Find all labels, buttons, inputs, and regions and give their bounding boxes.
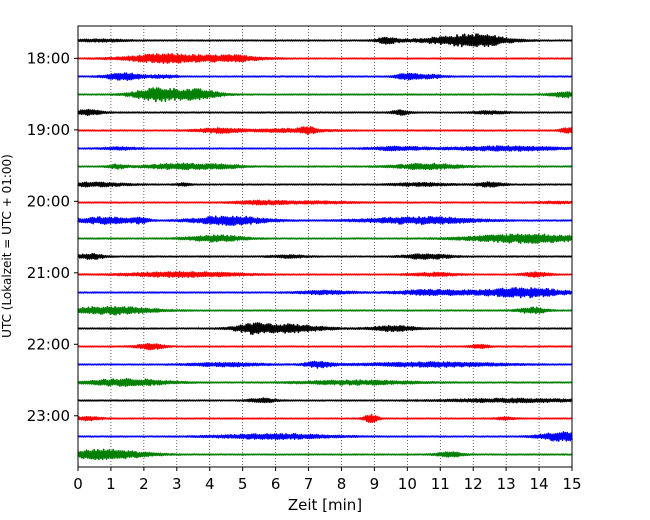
trace-1830 (77, 87, 573, 103)
trace-2245 (77, 397, 573, 404)
trace-2230 (77, 377, 573, 387)
trace-2200 (77, 343, 573, 351)
x-tick-label: 8 (337, 475, 347, 493)
x-ticks: 0 1 2 3 4 5 6 7 8 9 10 11 12 13 14 15 (73, 467, 582, 493)
y-tick-label: 18:00 (27, 49, 70, 67)
trace-1930 (77, 162, 573, 171)
y-axis-label: UTC (Lokalzeit = UTC + 01:00) (0, 154, 14, 338)
trace-2215 (77, 360, 573, 369)
x-tick-label: 4 (205, 475, 215, 493)
y-tick-label: 21:00 (27, 264, 70, 282)
trace-2045 (77, 253, 573, 260)
trace-1845 (77, 108, 573, 117)
trace-2000 (77, 199, 573, 206)
x-tick-label: 11 (431, 475, 450, 493)
x-tick-label: 10 (398, 475, 417, 493)
trace-1800 (77, 52, 573, 64)
trace-1915 (77, 145, 573, 152)
x-tick-label: 15 (562, 475, 581, 493)
trace-1945 (77, 181, 573, 188)
trace-1900 (77, 125, 573, 136)
x-tick-label: 1 (106, 475, 116, 493)
x-tick-label: 9 (370, 475, 380, 493)
trace-2300 (77, 413, 573, 424)
x-tick-label: 14 (530, 475, 549, 493)
trace-2115 (77, 286, 573, 299)
y-tick-label: 23:00 (27, 407, 70, 425)
trace-layer (77, 33, 573, 461)
x-tick-label: 13 (497, 475, 516, 493)
x-axis-label: Zeit [min] (288, 496, 362, 514)
trace-2130 (77, 305, 573, 316)
y-tick-label: 20:00 (27, 192, 70, 210)
x-tick-label: 2 (139, 475, 149, 493)
x-tick-label: 5 (238, 475, 248, 493)
trace-2030 (77, 233, 573, 245)
trace-2315 (77, 431, 573, 442)
y-ticks: 18:00 19:00 20:00 21:00 22:00 23:00 (27, 49, 78, 425)
y-tick-label: 22:00 (27, 335, 70, 353)
plot-frame (77, 25, 573, 468)
trace-2100 (77, 270, 573, 279)
y-tick-label: 19:00 (27, 121, 70, 139)
x-tick-label: 7 (304, 475, 314, 493)
x-tick-label: 6 (271, 475, 281, 493)
x-tick-label: 3 (172, 475, 182, 493)
trace-2330 (77, 448, 573, 461)
trace-1815 (77, 72, 573, 81)
trace-2015 (77, 215, 573, 227)
trace-2145 (77, 322, 573, 336)
trace-1745 (77, 33, 573, 48)
x-tick-label: 12 (464, 475, 483, 493)
x-tick-label: 0 (73, 475, 83, 493)
